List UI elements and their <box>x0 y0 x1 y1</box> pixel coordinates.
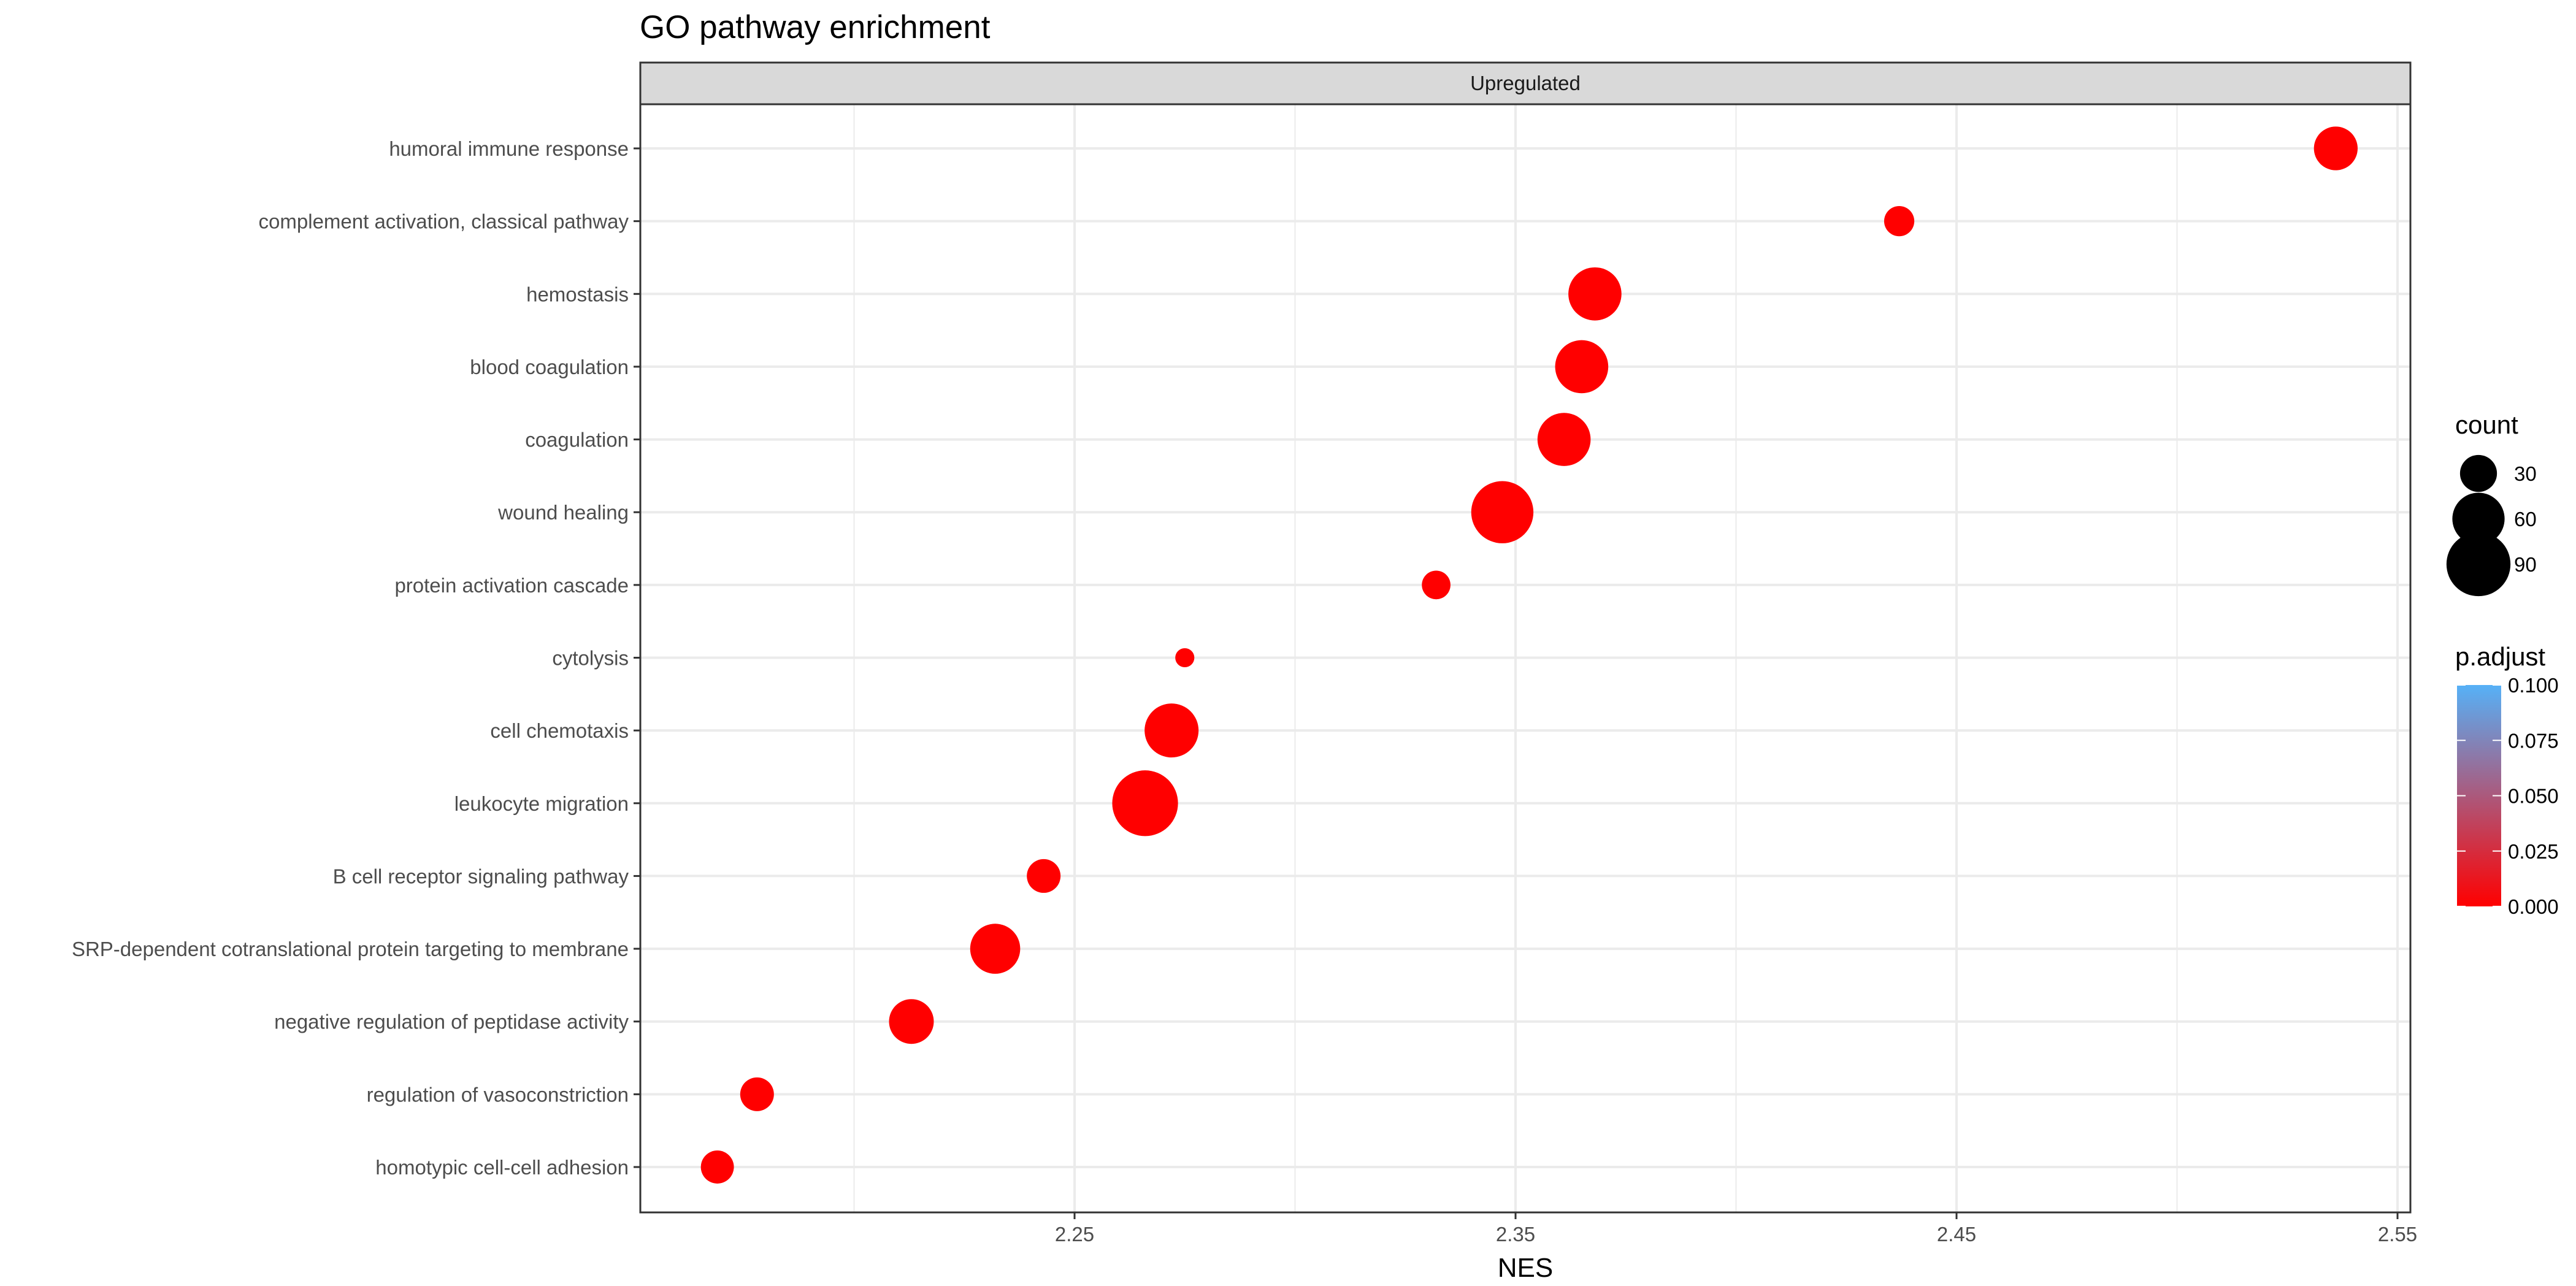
data-point <box>1471 481 1534 543</box>
data-point <box>1568 267 1622 321</box>
data-point <box>1537 413 1591 466</box>
y-tick-label: protein activation cascade <box>394 574 629 597</box>
data-point <box>1112 770 1178 836</box>
color-legend-label: 0.075 <box>2508 729 2559 752</box>
data-point <box>700 1150 734 1184</box>
y-tick-label: regulation of vasoconstriction <box>367 1083 629 1106</box>
y-tick-label: blood coagulation <box>470 356 629 378</box>
gridlines <box>640 104 2410 1212</box>
chart-title: GO pathway enrichment <box>640 9 991 45</box>
y-tick-label: homotypic cell-cell adhesion <box>375 1156 629 1179</box>
x-tick-label: 2.55 <box>2378 1223 2417 1246</box>
data-point <box>740 1077 774 1111</box>
data-point <box>2313 126 2358 170</box>
x-axis: 2.25 2.35 2.45 2.55 <box>1055 1212 2417 1246</box>
size-legend-key <box>2452 492 2505 545</box>
color-legend-title: p.adjust <box>2455 642 2545 671</box>
color-legend-label: 0.100 <box>2508 674 2559 697</box>
y-tick-label: cytolysis <box>552 647 629 670</box>
facet-strip <box>639 61 2412 105</box>
size-legend-label: 90 <box>2514 553 2537 576</box>
color-legend-label: 0.025 <box>2508 840 2559 863</box>
data-point <box>1422 570 1451 600</box>
y-tick-label: complement activation, classical pathway <box>259 210 629 233</box>
size-legend-key <box>2446 532 2511 597</box>
data-point <box>970 924 1021 974</box>
y-tick-label: humoral immune response <box>389 137 629 160</box>
data-point <box>889 999 934 1044</box>
y-tick-label: B cell receptor signaling pathway <box>333 865 629 887</box>
data-point <box>1555 340 1609 394</box>
y-axis: humoral immune response complement activa… <box>72 137 640 1179</box>
data-point <box>1884 206 1915 237</box>
y-tick-label: negative regulation of peptidase activit… <box>274 1011 629 1033</box>
y-tick-label: coagulation <box>525 429 629 451</box>
size-legend-title: count <box>2455 410 2518 439</box>
size-legend-key <box>2459 454 2497 492</box>
color-legend-label: 0.000 <box>2508 895 2559 918</box>
size-legend: count 30 60 90 <box>2446 410 2537 597</box>
y-tick-label: hemostasis <box>526 283 629 305</box>
y-tick-label: wound healing <box>497 501 629 524</box>
x-tick-label: 2.25 <box>1055 1223 1094 1246</box>
y-tick-label: SRP-dependent cotranslational protein ta… <box>72 938 629 960</box>
plot-panel-border <box>639 103 2412 1214</box>
y-tick-label: leukocyte migration <box>454 792 629 815</box>
x-axis-title: NES <box>1498 1253 1553 1283</box>
y-tick-label: cell chemotaxis <box>490 719 629 742</box>
data-point <box>1175 648 1195 668</box>
facet-strip-label: Upregulated <box>1470 72 1581 94</box>
size-legend-label: 30 <box>2514 462 2537 485</box>
data-points <box>700 126 2358 1184</box>
data-point <box>1027 859 1061 893</box>
color-legend: p.adjust 0.100 0.075 0.050 0.025 0.000 <box>2455 642 2559 918</box>
data-point <box>1144 703 1199 758</box>
x-tick-label: 2.45 <box>1937 1223 1976 1246</box>
x-tick-label: 2.35 <box>1496 1223 1535 1246</box>
color-legend-label: 0.050 <box>2508 785 2559 808</box>
size-legend-label: 60 <box>2514 508 2537 530</box>
